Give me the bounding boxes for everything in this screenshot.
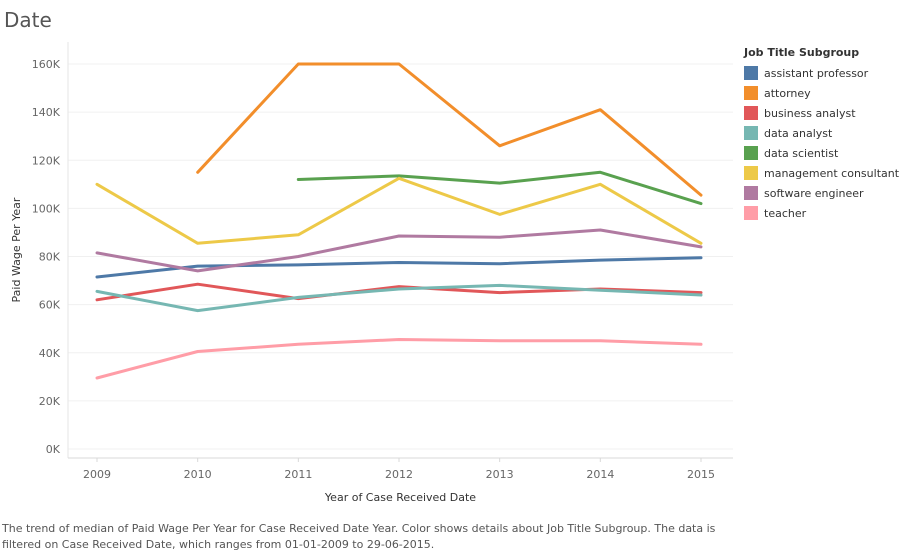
legend-label: business analyst [764, 106, 856, 120]
series-lines [95, 62, 703, 380]
series-line-teacher[interactable] [95, 338, 703, 380]
legend-item[interactable]: management consultant [744, 163, 899, 183]
x-tick-label: 2013 [486, 468, 514, 481]
series-line-management-consultant[interactable] [95, 176, 703, 245]
axes: 0K 20K 40K 60K 80K 100K 120K 140K 160K 2009 2010 20… [32, 42, 733, 481]
series-line-data-scientist[interactable] [296, 170, 703, 206]
x-tick-label: 2010 [184, 468, 212, 481]
y-tick-label: 0K [46, 443, 61, 456]
grid-lines [68, 63, 733, 450]
chart-caption: The trend of median of Paid Wage Per Yea… [2, 522, 716, 551]
legend-item[interactable]: attorney [744, 83, 899, 103]
legend-items: assistant professor attorney business anal… [744, 63, 899, 223]
y-tick-label: 120K [32, 154, 61, 167]
legend-swatch [744, 186, 758, 200]
y-tick-label: 60K [39, 299, 61, 312]
legend-swatch [744, 66, 758, 80]
line-chart: 0K 20K 40K 60K 80K 100K 120K 140K 160K 2009 2010 20… [10, 42, 733, 504]
legend-swatch [744, 126, 758, 140]
legend-swatch [744, 146, 758, 160]
legend-label: teacher [764, 206, 807, 220]
legend-item[interactable]: data analyst [744, 123, 899, 143]
x-tick-label: 2015 [687, 468, 715, 481]
legend-label: data analyst [764, 126, 833, 140]
legend-swatch [744, 86, 758, 100]
legend-label: software engineer [764, 186, 864, 200]
x-tick-label: 2009 [83, 468, 111, 481]
legend-item[interactable]: data scientist [744, 143, 899, 163]
y-tick-label: 40K [39, 347, 61, 360]
legend-swatch [744, 106, 758, 120]
x-tick-label: 2012 [385, 468, 413, 481]
legend-label: assistant professor [764, 66, 869, 80]
legend-title: Job Title Subgroup [744, 46, 860, 59]
legend: Job Title Subgroup assistant professor at… [744, 46, 899, 223]
legend-label: attorney [764, 86, 811, 100]
x-axis-title: Year of Case Received Date [324, 491, 476, 504]
y-tick-label: 140K [32, 106, 61, 119]
legend-swatch [744, 166, 758, 180]
series-line-data-analyst[interactable] [95, 283, 703, 313]
legend-item[interactable]: software engineer [744, 183, 899, 203]
y-tick-label: 100K [32, 202, 61, 215]
x-tick-label: 2014 [586, 468, 614, 481]
y-axis-title: Paid Wage Per Year [10, 197, 23, 302]
legend-swatch [744, 206, 758, 220]
series-line-software-engineer[interactable] [95, 228, 703, 273]
legend-label: management consultant [764, 166, 900, 180]
y-tick-label: 80K [39, 251, 61, 264]
legend-label: data scientist [764, 146, 839, 160]
x-tick-label: 2011 [284, 468, 312, 481]
y-tick-label: 20K [39, 395, 61, 408]
legend-item[interactable]: business analyst [744, 103, 899, 123]
series-line-attorney[interactable] [196, 62, 703, 197]
page-title: Date [4, 8, 52, 32]
y-tick-label: 160K [32, 58, 61, 71]
legend-item[interactable]: teacher [744, 203, 899, 223]
series-line-assistant-professor[interactable] [95, 256, 703, 279]
legend-item[interactable]: assistant professor [744, 63, 899, 83]
